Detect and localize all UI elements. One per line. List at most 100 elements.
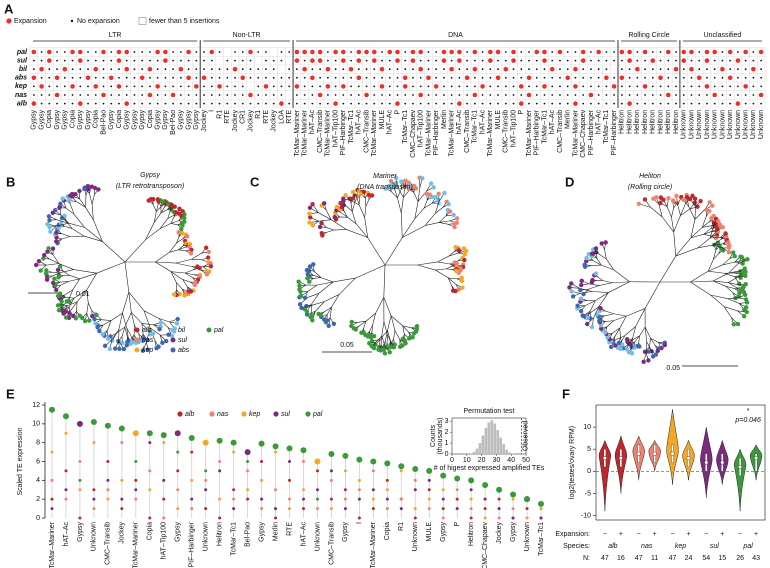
dot [315,507,319,511]
no-expansion-dot [110,68,113,71]
no-expansion-dot [605,51,608,53]
tree-branch [347,217,357,224]
no-expansion-dot [288,102,291,105]
dot [78,460,82,463]
tree-branch [307,284,318,292]
column-label: Gypsy [178,109,185,129]
column-label: CMC–Transib [503,110,510,153]
dot [483,507,487,511]
no-expansion-dot [590,59,592,62]
no-expansion-dot [156,59,159,62]
no-expansion-dot [713,85,716,88]
legend-marker [134,337,140,343]
legend-marker [273,411,279,417]
tree-leaf [598,326,604,331]
no-expansion-dot [234,51,236,53]
expansion-dot [457,101,462,106]
no-expansion-dot [535,76,538,79]
no-expansion-dot [40,51,43,53]
tree-leaf [658,200,663,206]
expansion-dot [93,84,99,89]
dot [78,516,82,520]
tree-branch [185,272,193,278]
tree-branch [439,220,450,223]
no-expansion-dot [226,85,229,88]
tree-leaf [164,338,169,344]
tree-branch [604,249,607,260]
tree-branch [702,225,712,228]
tree-branch [185,269,194,274]
tree-leaf [77,188,82,194]
expansion-dot [371,49,377,55]
tree-branch [345,205,353,212]
tree-branch [605,310,614,315]
tree-leaf [307,205,313,211]
legend-label: nas [142,337,154,344]
expansion-dot [310,49,315,55]
tree-leaf [642,197,648,202]
tree-branch [357,320,366,323]
tree-leaf [590,277,595,283]
no-expansion-dot [744,94,747,96]
tree-branch [320,277,334,283]
tree-branch [59,269,74,273]
no-expansion-dot [249,59,252,62]
tree-branch [713,244,723,249]
tree-subtitle: (DNA transposon) [357,184,413,191]
dot [357,478,361,482]
no-expansion-dot [620,102,623,105]
no-expansion-dot [210,68,213,71]
tree-leaf [308,215,313,220]
tree-branch [446,268,452,270]
tree-branch [690,219,696,238]
tree-branch [713,280,729,283]
tree-branch [170,271,177,283]
tree-branch [425,222,440,226]
tree-leaf [140,348,146,353]
no-expansion-dot [667,85,670,88]
no-expansion-dot [110,94,113,96]
expansion-dot [704,49,710,55]
expansion-dot [356,75,362,81]
tree-branch [313,271,322,278]
no-expansion-dot [706,94,708,96]
column-label: Copia [69,110,76,128]
tree-branch [351,202,356,212]
no-expansion-dot [357,94,360,96]
no-expansion-dot [156,76,159,79]
tree-branch [178,249,186,252]
y-tick-label: 5 [587,446,591,453]
expansion-dot [542,49,547,55]
tree-branch [635,308,646,327]
row-label: sul [17,57,28,64]
column-label: CMC–Chapaev [580,109,587,157]
histogram-bar [490,420,494,454]
expansion-dot [665,92,671,98]
expansion-dot [720,66,725,72]
tree-leaf [58,220,64,226]
tree-leaf [52,276,57,281]
tree-branch [644,281,661,309]
tree-branch [159,223,172,230]
tree-branch [448,252,459,257]
no-expansion-dot [334,85,337,88]
expansion-dot [139,75,145,81]
no-expansion-dot [713,59,716,62]
tree-leaf [713,235,719,241]
tree-leaf [102,343,108,349]
expansion-dot [534,49,540,55]
no-expansion-dot [149,51,151,53]
tree-branch [316,281,334,286]
tree-leaf [297,302,303,307]
dot [162,478,166,482]
x-tick-label: P [454,522,461,527]
no-expansion-dot [458,76,461,79]
expansion-dot [70,49,75,55]
dot [384,460,391,467]
no-expansion-dot [481,94,484,96]
tree-leaf [60,196,65,201]
tree-leaf [593,271,598,276]
no-expansion-dot [528,59,530,62]
no-expansion-dot [636,59,639,62]
no-expansion-dot [32,94,35,96]
